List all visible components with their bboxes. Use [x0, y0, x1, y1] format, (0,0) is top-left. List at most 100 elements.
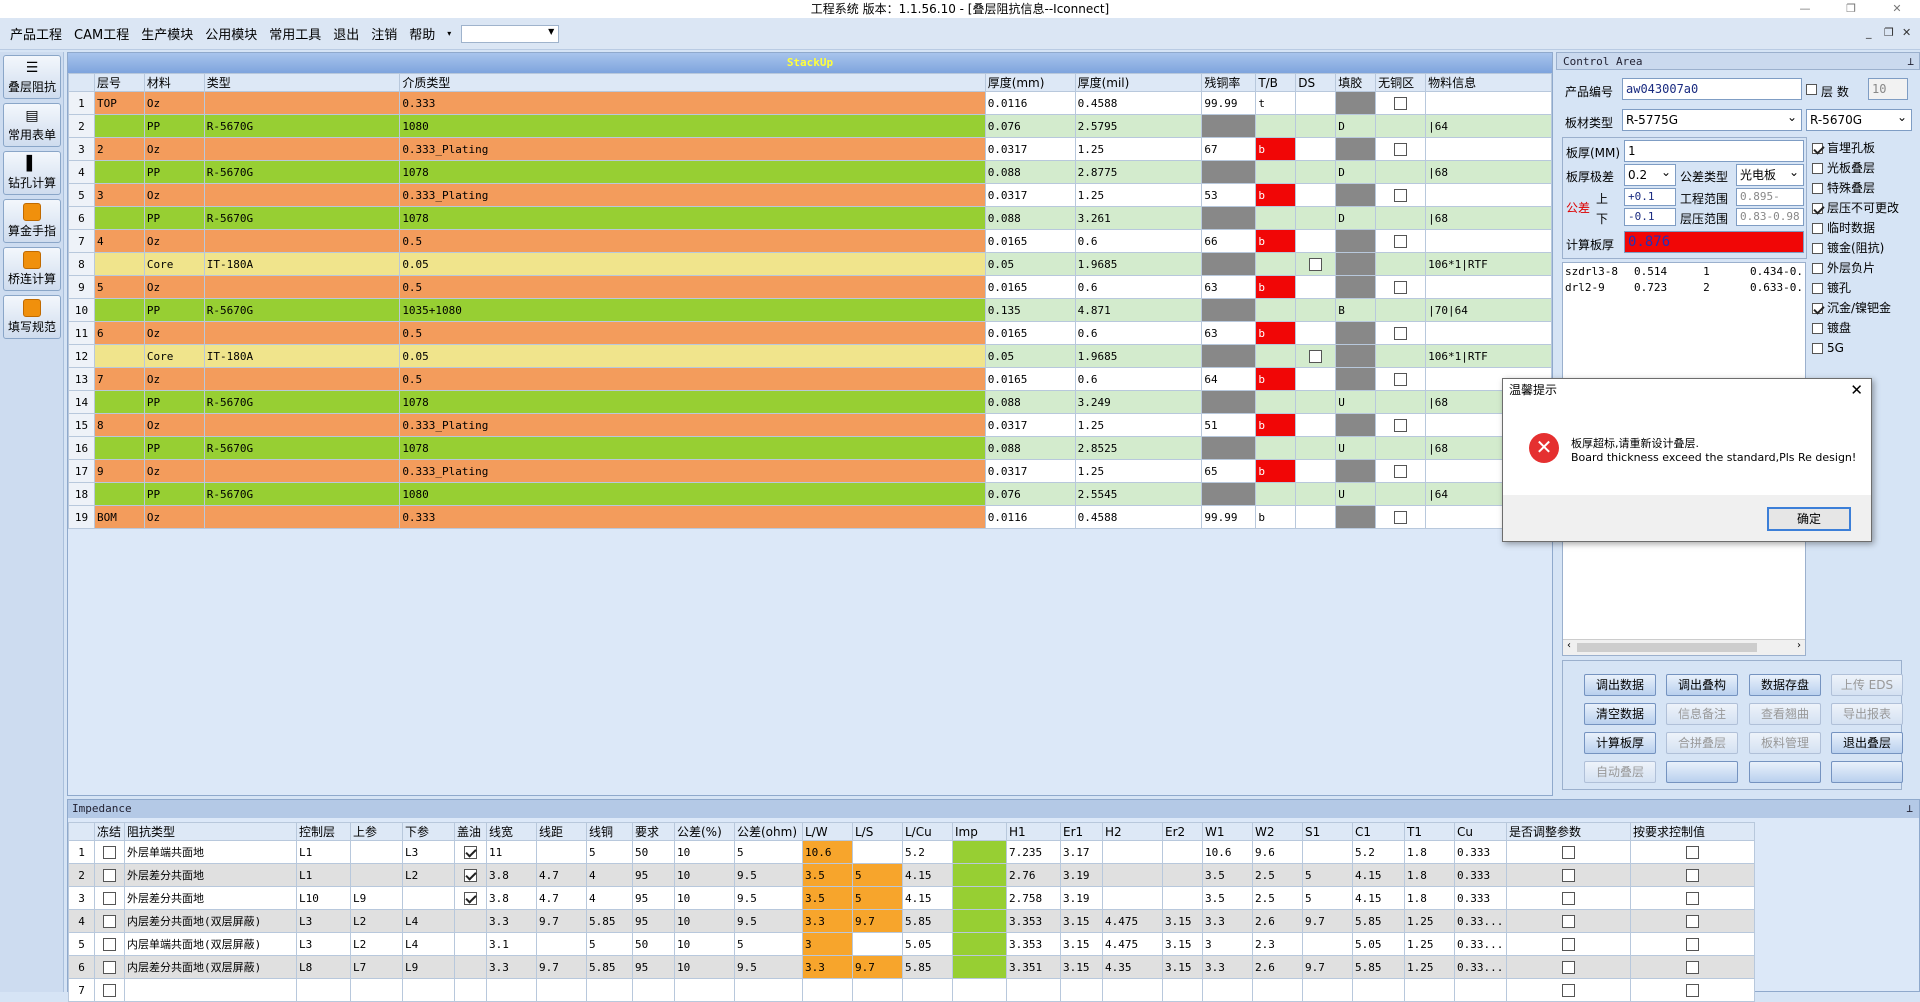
- lcu-cell[interactable]: [902, 978, 953, 1002]
- material-cell[interactable]: Oz: [143, 183, 205, 207]
- copper-rate-cell[interactable]: 99.99: [1201, 91, 1257, 115]
- menu-common-tools[interactable]: 常用工具: [269, 28, 322, 43]
- ctrl-button[interactable]: 板料管理: [1749, 732, 1821, 754]
- cu-cell[interactable]: [1454, 978, 1507, 1002]
- col-header[interactable]: 厚度(mm): [984, 73, 1076, 92]
- dn-cell[interactable]: [402, 978, 455, 1002]
- ls-cell[interactable]: 5: [852, 886, 903, 910]
- material-cell[interactable]: PP: [143, 482, 205, 506]
- lc-cell[interactable]: 5: [586, 932, 633, 956]
- row-number[interactable]: 6: [68, 206, 95, 230]
- no-copper-cell[interactable]: [1375, 390, 1427, 414]
- freeze-checkbox[interactable]: [103, 960, 116, 974]
- no-copper-checkbox[interactable]: [1394, 464, 1408, 478]
- thickness-mm-cell[interactable]: 0.0116: [984, 505, 1076, 529]
- pin-icon[interactable]: ⊥: [1907, 55, 1914, 68]
- oil-cell[interactable]: [454, 978, 487, 1002]
- no-copper-checkbox[interactable]: [1394, 280, 1408, 294]
- ls-cell[interactable]: 4.7: [536, 886, 587, 910]
- tp-cell[interactable]: 10: [674, 840, 735, 864]
- dn-cell[interactable]: L3: [402, 840, 455, 864]
- to-cell[interactable]: 9.5: [734, 886, 803, 910]
- type-cell[interactable]: [203, 91, 401, 115]
- up-cell[interactable]: L9: [350, 886, 403, 910]
- lw-cell[interactable]: 3.8: [486, 863, 537, 887]
- c1-cell[interactable]: 4.15: [1352, 886, 1405, 910]
- ctrl-button[interactable]: 退出叠层: [1831, 732, 1903, 754]
- tb-cell[interactable]: [1255, 344, 1297, 368]
- s1-cell[interactable]: 9.7: [1302, 909, 1353, 933]
- h2-cell[interactable]: 4.35: [1102, 955, 1163, 979]
- layer-cell[interactable]: TOP: [93, 91, 145, 115]
- material-cell[interactable]: Oz: [143, 137, 205, 161]
- layers-checkbox[interactable]: [1806, 84, 1817, 95]
- adjust-checkbox[interactable]: [1562, 960, 1575, 974]
- col-header[interactable]: 层号: [93, 73, 145, 92]
- dielectric-cell[interactable]: 0.333_Plating: [399, 413, 986, 437]
- mdi-minimize-icon[interactable]: _: [1866, 26, 1872, 39]
- material-cell[interactable]: Oz: [143, 321, 205, 345]
- c1-cell[interactable]: 4.15: [1352, 863, 1405, 887]
- material-cell[interactable]: Oz: [143, 413, 205, 437]
- req-cell[interactable]: 95: [632, 886, 675, 910]
- thickness-mm-cell[interactable]: 0.088: [984, 160, 1076, 184]
- no-copper-cell[interactable]: [1375, 344, 1427, 368]
- type-cell[interactable]: [203, 321, 401, 345]
- ls-cell[interactable]: [536, 932, 587, 956]
- s1-cell[interactable]: 5: [1302, 863, 1353, 887]
- dielectric-cell[interactable]: 0.5: [399, 229, 986, 253]
- freeze-cell[interactable]: [94, 978, 125, 1002]
- thickness-mm-cell[interactable]: 0.088: [984, 206, 1076, 230]
- dielectric-cell[interactable]: 0.05: [399, 252, 986, 276]
- tb-cell[interactable]: b: [1255, 275, 1297, 299]
- col-header[interactable]: 按要求控制值: [1630, 822, 1755, 841]
- adjust-params-cell[interactable]: [1506, 909, 1631, 933]
- ok-button[interactable]: 确定: [1767, 507, 1851, 531]
- thickness-mm-cell[interactable]: 0.05: [984, 252, 1076, 276]
- ds-cell[interactable]: [1295, 137, 1337, 161]
- col-header[interactable]: DS: [1295, 73, 1337, 92]
- dielectric-cell[interactable]: 1078: [399, 206, 986, 230]
- tb-cell[interactable]: b: [1255, 183, 1297, 207]
- ls-cell[interactable]: 5: [852, 863, 903, 887]
- thickness-input[interactable]: 1: [1624, 140, 1804, 162]
- minimize-icon[interactable]: —: [1799, 2, 1811, 15]
- t1-cell[interactable]: 1.8: [1404, 840, 1455, 864]
- no-copper-checkbox[interactable]: [1394, 96, 1408, 110]
- stackup-row[interactable]: 15 8 Oz 0.333_Plating 0.0317 1.25 51 b: [68, 413, 1552, 437]
- material-info-cell[interactable]: 106*1|RTF: [1425, 252, 1552, 276]
- control-value-checkbox[interactable]: [1686, 845, 1699, 859]
- ds-cell[interactable]: [1295, 229, 1337, 253]
- fill-cell[interactable]: [1335, 321, 1377, 345]
- material-info-cell[interactable]: [1425, 183, 1552, 207]
- thickness-mm-cell[interactable]: 0.0165: [984, 275, 1076, 299]
- imp-cell[interactable]: [952, 978, 1007, 1002]
- ctrl-button[interactable]: 计算板厚: [1584, 732, 1656, 754]
- ctrl-button[interactable]: 调出数据: [1584, 674, 1656, 696]
- thickness-mm-cell[interactable]: 0.076: [984, 482, 1076, 506]
- menu-dropdown-arrow[interactable]: ▾: [447, 29, 452, 38]
- option-checkbox[interactable]: [1812, 303, 1823, 314]
- type-cell[interactable]: R-5670G: [203, 390, 401, 414]
- thickness-mil-cell[interactable]: 3.261: [1074, 206, 1203, 230]
- tb-cell[interactable]: b: [1255, 229, 1297, 253]
- impedance-row[interactable]: 6 内层差分共面地(双层屏蔽) L8 L7 L9 3.3 9.7 5.85 95 10 9.5 3.3…: [68, 955, 1755, 979]
- row-number[interactable]: 7: [68, 978, 95, 1002]
- h1-cell[interactable]: 3.351: [1006, 955, 1061, 979]
- drill-row[interactable]: drl2-9 0.723 2 0.633-0.: [1563, 279, 1805, 295]
- no-copper-cell[interactable]: [1375, 114, 1427, 138]
- copper-rate-cell[interactable]: 65: [1201, 459, 1257, 483]
- no-copper-cell[interactable]: [1375, 505, 1427, 529]
- col-header[interactable]: 上参: [350, 822, 403, 841]
- ds-cell[interactable]: [1295, 252, 1337, 276]
- up-cell[interactable]: L2: [350, 932, 403, 956]
- adjust-checkbox[interactable]: [1562, 868, 1575, 882]
- layer-cell[interactable]: [93, 390, 145, 414]
- stackup-row[interactable]: 7 4 Oz 0.5 0.0165 0.6 66 b: [68, 229, 1552, 253]
- control-value-cell[interactable]: [1630, 909, 1755, 933]
- oil-cell[interactable]: [454, 886, 487, 910]
- cu-cell[interactable]: 0.33...: [1454, 932, 1507, 956]
- imp-cell[interactable]: [952, 840, 1007, 864]
- option-item[interactable]: 镀盘: [1812, 318, 1920, 338]
- col-header[interactable]: H1: [1006, 822, 1061, 841]
